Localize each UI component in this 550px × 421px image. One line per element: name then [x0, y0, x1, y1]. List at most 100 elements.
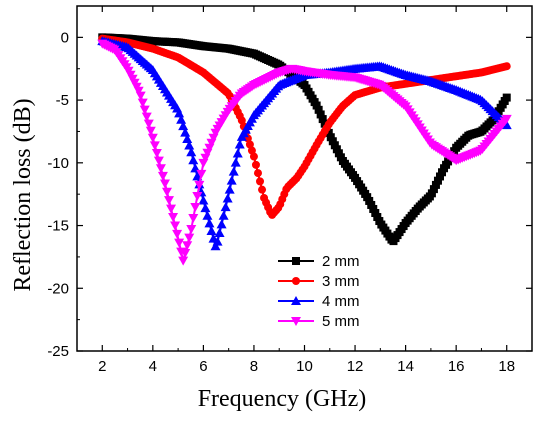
data-point — [192, 191, 203, 201]
data-point — [180, 248, 191, 258]
data-point — [332, 145, 341, 154]
data-point — [139, 105, 150, 115]
data-point — [237, 116, 246, 125]
legend-label: 2 mm — [322, 253, 360, 270]
data-point — [188, 155, 199, 165]
data-point — [253, 169, 262, 178]
legend: 2 mm 3 mm 4 mm 5 mm — [278, 253, 360, 330]
data-point — [180, 127, 191, 137]
data-point — [204, 218, 215, 228]
data-point — [431, 180, 440, 189]
data-point — [228, 166, 239, 176]
data-point — [316, 110, 325, 119]
data-point — [198, 158, 209, 168]
data-point — [224, 184, 235, 194]
data-point — [324, 128, 333, 137]
data-point — [216, 219, 227, 229]
x-tick-label: 12 — [347, 358, 364, 375]
x-tick-label: 8 — [250, 358, 258, 375]
data-point — [188, 214, 199, 224]
legend-label: 3 mm — [322, 273, 360, 290]
data-point — [251, 160, 260, 169]
data-point — [256, 177, 265, 186]
data-point — [194, 180, 205, 190]
data-point — [318, 115, 327, 124]
series-1 — [98, 33, 511, 246]
data-point — [249, 152, 258, 161]
data-point — [501, 114, 512, 124]
legend-label: 4 mm — [322, 293, 360, 310]
data-point — [143, 119, 154, 129]
data-point — [330, 141, 339, 150]
data-point — [182, 241, 193, 251]
x-tick-label: 16 — [448, 358, 465, 375]
data-point — [218, 210, 229, 220]
data-point — [320, 119, 329, 128]
data-point — [166, 204, 177, 214]
legend-item-1: 2 mm — [278, 253, 360, 270]
data-point — [151, 148, 162, 158]
data-point — [147, 133, 158, 143]
legend-marker — [291, 296, 301, 305]
data-point — [161, 187, 172, 197]
y-tick-label: -15 — [47, 218, 69, 235]
data-point — [200, 203, 211, 213]
data-point — [502, 93, 511, 102]
data-point — [206, 225, 217, 235]
x-tick-label: 14 — [397, 358, 414, 375]
data-point — [184, 140, 195, 150]
data-point — [245, 140, 254, 149]
y-axis-title: Reflection loss (dB) — [10, 98, 36, 291]
data-point — [232, 148, 243, 158]
data-point — [141, 112, 152, 122]
data-point — [365, 196, 374, 205]
data-point — [184, 233, 195, 243]
series-4 — [97, 39, 512, 266]
data-point — [226, 175, 237, 185]
data-point — [202, 210, 213, 220]
data-point — [135, 91, 146, 101]
data-point — [174, 108, 185, 118]
x-tick-label: 18 — [498, 358, 515, 375]
data-point — [369, 204, 378, 213]
data-point — [501, 120, 512, 130]
legend-marker — [292, 257, 300, 265]
legend-item-4: 5 mm — [278, 313, 360, 330]
data-point — [153, 156, 164, 166]
data-point — [438, 168, 447, 177]
data-point — [198, 195, 209, 205]
x-tick-label: 6 — [199, 358, 207, 375]
x-axis-title: Frequency (GHz) — [198, 386, 367, 412]
data-point — [186, 147, 197, 157]
data-point — [133, 86, 144, 96]
data-point — [258, 185, 267, 194]
data-point — [326, 133, 335, 142]
data-point — [157, 171, 168, 181]
data-point — [178, 256, 189, 266]
data-point — [172, 229, 183, 239]
legend-item-2: 3 mm — [278, 273, 360, 290]
data-point — [176, 114, 187, 124]
data-point — [312, 101, 321, 110]
y-tick-label: -25 — [47, 343, 69, 360]
data-point — [182, 134, 193, 144]
data-point — [137, 98, 148, 108]
data-point — [174, 238, 185, 248]
plot-frame — [76, 5, 533, 352]
data-point — [220, 202, 231, 212]
data-point — [164, 196, 175, 206]
data-point — [247, 146, 256, 155]
series-2 — [98, 34, 511, 219]
data-point — [334, 149, 343, 158]
data-point — [427, 189, 436, 198]
x-tick-label: 4 — [149, 358, 157, 375]
data-point — [168, 213, 179, 223]
legend-marker — [291, 317, 301, 326]
x-tick-label: 2 — [98, 358, 106, 375]
legend-label: 5 mm — [322, 313, 360, 330]
data-point — [222, 193, 233, 203]
axes-layer: 2 4 6 8 10 12 14 16 18 0 -5 -10 -15 -20 -25 — [47, 5, 533, 375]
y-tick-label: -10 — [47, 155, 69, 172]
data-point — [373, 213, 382, 222]
